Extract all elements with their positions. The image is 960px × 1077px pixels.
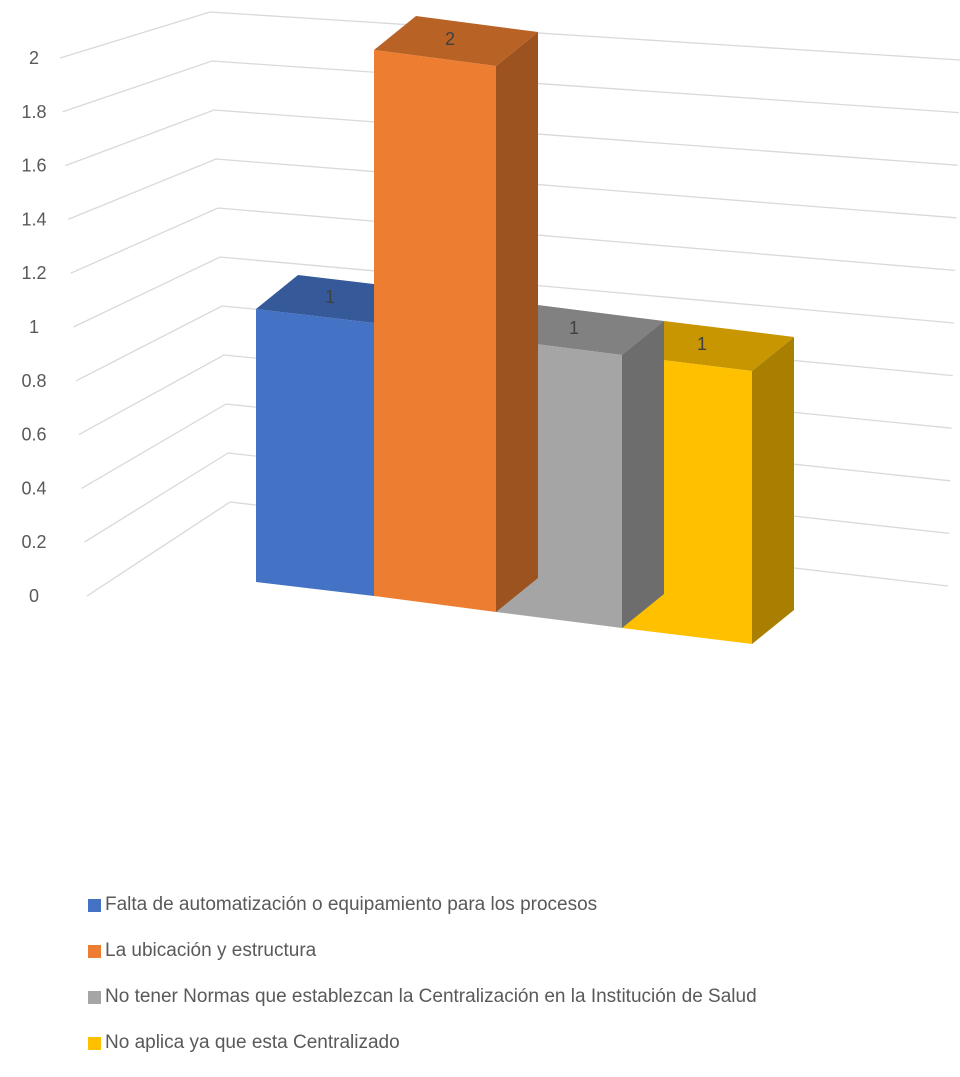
- bar-top-face: [374, 16, 538, 66]
- bar-front-face: [374, 50, 496, 612]
- bar-top-face: [622, 321, 794, 371]
- legend-item: No tener Normas que establezcan la Centr…: [88, 985, 757, 1009]
- gridlines: [59, 11, 960, 597]
- legend-label: No aplica ya que esta Centralizado: [105, 1032, 400, 1053]
- legend-swatch: [88, 944, 101, 958]
- y-tick-label: 0.2: [21, 532, 46, 552]
- legend-label: No tener Normas que establezcan la Centr…: [105, 986, 757, 1007]
- legend-swatch: [88, 990, 101, 1004]
- data-label: 1: [325, 287, 335, 307]
- gridline: [65, 109, 958, 167]
- y-axis: 0 0.2 0.4 0.6 0.8 1 1.2 1.4 1.6 1.8 2: [21, 48, 46, 606]
- y-tick-label: 0.6: [21, 425, 46, 445]
- bar-side-face: [496, 32, 538, 612]
- bars: [256, 16, 794, 644]
- data-label: 2: [445, 29, 455, 49]
- legend-swatch: [88, 1036, 101, 1050]
- legend-item: No aplica ya que esta Centralizado: [88, 1031, 757, 1055]
- gridline: [62, 60, 959, 114]
- data-labels: 1 1 1 2: [325, 29, 707, 354]
- legend-item: Falta de automatización o equipamiento p…: [88, 893, 757, 917]
- y-tick-label: 1.2: [21, 263, 46, 283]
- gridline: [70, 207, 956, 274]
- legend-label: La ubicación y estructura: [105, 940, 317, 961]
- y-tick-label: 2: [29, 48, 39, 68]
- gridline: [73, 256, 955, 328]
- y-tick-label: 0.8: [21, 371, 46, 391]
- gridline: [67, 158, 957, 221]
- y-tick-label: 1.8: [21, 102, 46, 122]
- y-tick-label: 1: [29, 317, 39, 337]
- bar-front-face: [256, 309, 374, 596]
- bar-side-face: [752, 337, 794, 644]
- y-tick-label: 0: [29, 586, 39, 606]
- bar-side-face: [622, 321, 664, 628]
- bar-chart-3d: 0 0.2 0.4 0.6 0.8 1 1.2 1.4 1.6 1.8 2 1 1 1 2: [21, 11, 960, 644]
- y-tick-label: 1.4: [21, 209, 46, 229]
- data-label: 1: [697, 334, 707, 354]
- y-tick-label: 0.4: [21, 478, 46, 498]
- gridline: [59, 11, 960, 61]
- data-label: 1: [569, 318, 579, 338]
- bar: [374, 16, 538, 612]
- legend-item: La ubicación y estructura: [88, 939, 757, 963]
- legend-label: Falta de automatización o equipamiento p…: [105, 894, 598, 915]
- legend: Falta de automatización o equipamiento p…: [88, 893, 757, 1077]
- y-tick-label: 1.6: [21, 156, 46, 176]
- legend-swatch: [88, 898, 101, 912]
